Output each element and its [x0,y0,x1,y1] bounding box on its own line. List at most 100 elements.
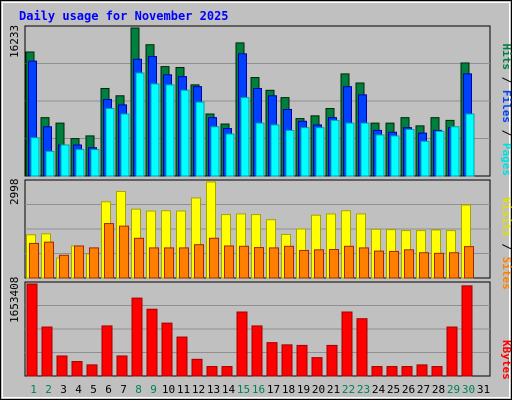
kbytes-bar [221,366,233,377]
x-tick-label: 14 [222,383,236,396]
x-tick-label: 26 [402,383,415,396]
x-tick-label: 9 [150,383,157,396]
kbytes-bar [41,326,53,377]
x-tick-label: 20 [312,383,325,396]
legend-kbytes-label: KBytes [500,340,512,380]
x-tick-label: 24 [372,383,386,396]
x-tick-label: 6 [105,383,112,396]
x-tick-label: 13 [207,383,220,396]
sites-bar [254,247,264,279]
x-tick-label: 3 [60,383,67,396]
legend-sites: Sites [500,257,512,290]
legend-files: Files [500,90,512,123]
pages-bar [60,144,70,177]
pages-bar [285,129,295,177]
sites-bar [299,249,309,279]
svg-text:Visits / Sites: Visits / Sites [500,197,512,290]
pages-bar [405,129,415,177]
sites-bar [374,250,384,279]
pages-bar [165,84,175,177]
sites-bar [449,252,459,279]
pages-bar [180,89,190,177]
sites-bar [224,245,234,279]
sites-bar [134,237,144,279]
sites-bar [344,245,354,279]
x-tick-label: 30 [462,383,475,396]
kbytes-bar [206,366,218,377]
pages-bar [105,108,115,177]
sites-bar [389,250,399,279]
sites-bar [284,245,294,279]
chart-title: Daily usage for November 2025 [19,9,229,23]
x-tick-label: 12 [192,383,205,396]
sites-bar [179,247,189,279]
kbytes-bar [386,366,398,377]
legend-kbytes: KBytes [500,340,512,380]
kbytes-bar [296,344,308,377]
sites-bar [434,252,444,279]
x-tick-label: 27 [417,383,430,396]
pages-bar [360,122,370,177]
sites-bar [74,245,84,279]
sites-bar [314,249,324,279]
pages-bar [450,126,460,177]
pages-bar [225,133,235,177]
pages-bar [390,135,400,177]
pages-bar [420,140,430,177]
kbytes-bar [26,283,38,377]
x-axis-day-labels: 1 2 3 4 5 6 7 8 9 10 11 12 13 14 15 16 17 18 19 20 21 22 23 24 2… [30,383,490,396]
kbytes-bar [146,308,158,377]
x-tick-label: 2 [45,383,52,396]
x-tick-label: 4 [75,383,82,396]
visits-sites-bars [26,181,474,279]
sites-bar [119,225,129,279]
x-tick-label: 31 [477,383,490,396]
sites-bar [59,254,69,279]
kbytes-bar [281,344,293,377]
pages-bar [375,134,385,177]
kbytes-bar [101,325,113,377]
kbytes-bars [26,283,473,377]
kbytes-bar [131,297,143,377]
sites-bar [164,247,174,279]
pages-bar [135,72,145,177]
kbytes-bar [311,357,323,377]
x-tick-label: 1 [30,383,37,396]
kbytes-bar [191,358,203,377]
sites-bar [359,247,369,279]
y-max-label-hits: 16233 [8,25,21,58]
kbytes-bar [326,344,338,377]
sites-bar [239,245,249,279]
pages-bar [240,97,250,177]
sites-bar [89,247,99,279]
sites-bar [329,249,339,279]
y-max-label-kbytes: 1653408 [8,277,21,323]
pages-bar [90,149,100,177]
x-tick-label: 10 [162,383,175,396]
x-tick-label: 23 [357,383,370,396]
kbytes-bar [56,355,68,377]
svg-text:Hits / Files / Pages: Hits / Files / Pages [500,44,512,177]
x-tick-label: 7 [120,383,127,396]
pages-bar [345,122,355,177]
kbytes-bar [341,311,353,377]
y-max-label-visits: 2998 [8,179,21,206]
sites-bar [419,252,429,279]
pages-bar [465,113,475,177]
x-tick-label: 21 [327,383,340,396]
kbytes-bar [176,336,188,377]
sites-bar [44,241,54,279]
sites-bar [104,223,114,279]
pages-bar [255,122,265,177]
kbytes-bar [86,364,98,377]
pages-bar [270,124,280,177]
pages-bar [300,127,310,177]
legend-pages: Pages [500,143,512,176]
legend-visits-sites: Visits / Sites [500,197,512,290]
x-tick-label: 18 [282,383,295,396]
x-tick-label: 29 [447,383,460,396]
kbytes-bar [401,366,413,377]
legend-hits: Hits [500,44,512,71]
